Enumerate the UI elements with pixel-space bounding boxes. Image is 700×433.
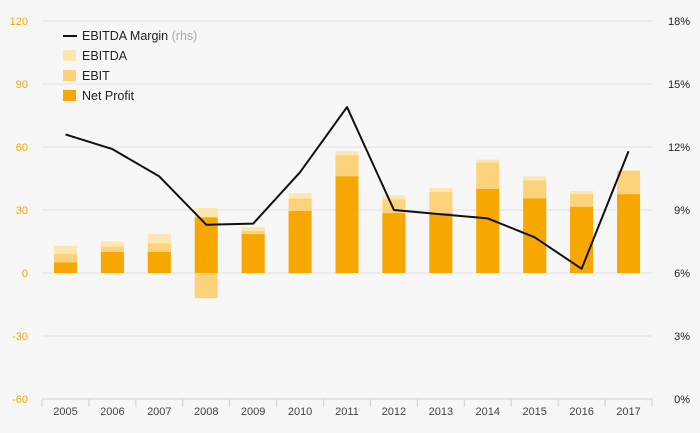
x-tick-label: 2008 <box>194 406 218 418</box>
bar-net-profit <box>194 217 218 273</box>
y-right-tick-label: 6% <box>674 268 690 280</box>
x-tick-label: 2015 <box>522 406 546 418</box>
bar-net-profit <box>288 211 312 273</box>
margin-line-series <box>65 106 630 270</box>
y-right-tick-label: 0% <box>674 394 690 406</box>
x-tick-label: 2010 <box>288 406 312 418</box>
bar-net-profit <box>476 189 500 273</box>
y-left-tick-label: 120 <box>10 16 28 28</box>
legend-swatch-net-profit <box>63 90 76 101</box>
x-tick-label: 2017 <box>616 406 640 418</box>
legend-swatch-ebitda <box>63 50 76 61</box>
x-tick-label: 2011 <box>335 406 359 418</box>
bar-net-profit <box>382 213 406 273</box>
legend-label-net-profit: Net Profit <box>82 89 135 103</box>
y-right-tick-label: 15% <box>668 79 690 91</box>
legend-label-margin: EBITDA Margin (rhs) <box>82 29 197 43</box>
x-tick-label: 2016 <box>569 406 593 418</box>
legend-label-ebitda: EBITDA <box>82 49 128 63</box>
x-tick-label: 2009 <box>241 406 265 418</box>
y-left-tick-label: 0 <box>22 268 28 280</box>
y-left-tick-label: 60 <box>16 142 28 154</box>
bar-net-profit <box>241 234 265 273</box>
legend-swatch-ebit <box>63 70 76 81</box>
x-tick-label: 2007 <box>147 406 171 418</box>
y-left-tick-label: 90 <box>16 79 28 91</box>
y-right-tick-label: 9% <box>674 205 690 217</box>
legend: EBITDA Margin (rhs) EBITDA EBIT Net Prof… <box>63 29 197 103</box>
bar-series <box>53 151 641 299</box>
y-right-tick-label: 3% <box>674 331 690 343</box>
y-right-tick-label: 18% <box>668 16 690 28</box>
x-tick-label: 2014 <box>476 406 500 418</box>
bar-net-profit <box>53 262 77 273</box>
bar-net-profit <box>523 198 547 273</box>
bar-net-profit <box>335 176 359 273</box>
y-left-tick-label: 30 <box>16 205 28 217</box>
y-right-tick-label: 12% <box>668 142 690 154</box>
y-left-tick-label: -60 <box>12 394 28 406</box>
x-tick-label: 2006 <box>100 406 124 418</box>
x-tick-label: 2013 <box>429 406 453 418</box>
bar-ebit <box>194 273 218 299</box>
legend-label-ebit: EBIT <box>82 69 110 83</box>
y-left-tick-label: -30 <box>12 331 28 343</box>
bar-net-profit <box>147 252 171 273</box>
bar-net-profit <box>100 252 124 273</box>
bar-net-profit <box>617 194 641 273</box>
axes: -60 0% -30 3% 0 6% 30 9% 60 12% 90 15% 120 18% 2005 200… <box>10 16 691 418</box>
x-tick-label: 2005 <box>53 406 77 418</box>
legend-label-margin-suffix: (rhs) <box>172 29 198 43</box>
x-tick-label: 2012 <box>382 406 406 418</box>
bar-net-profit <box>429 213 453 273</box>
